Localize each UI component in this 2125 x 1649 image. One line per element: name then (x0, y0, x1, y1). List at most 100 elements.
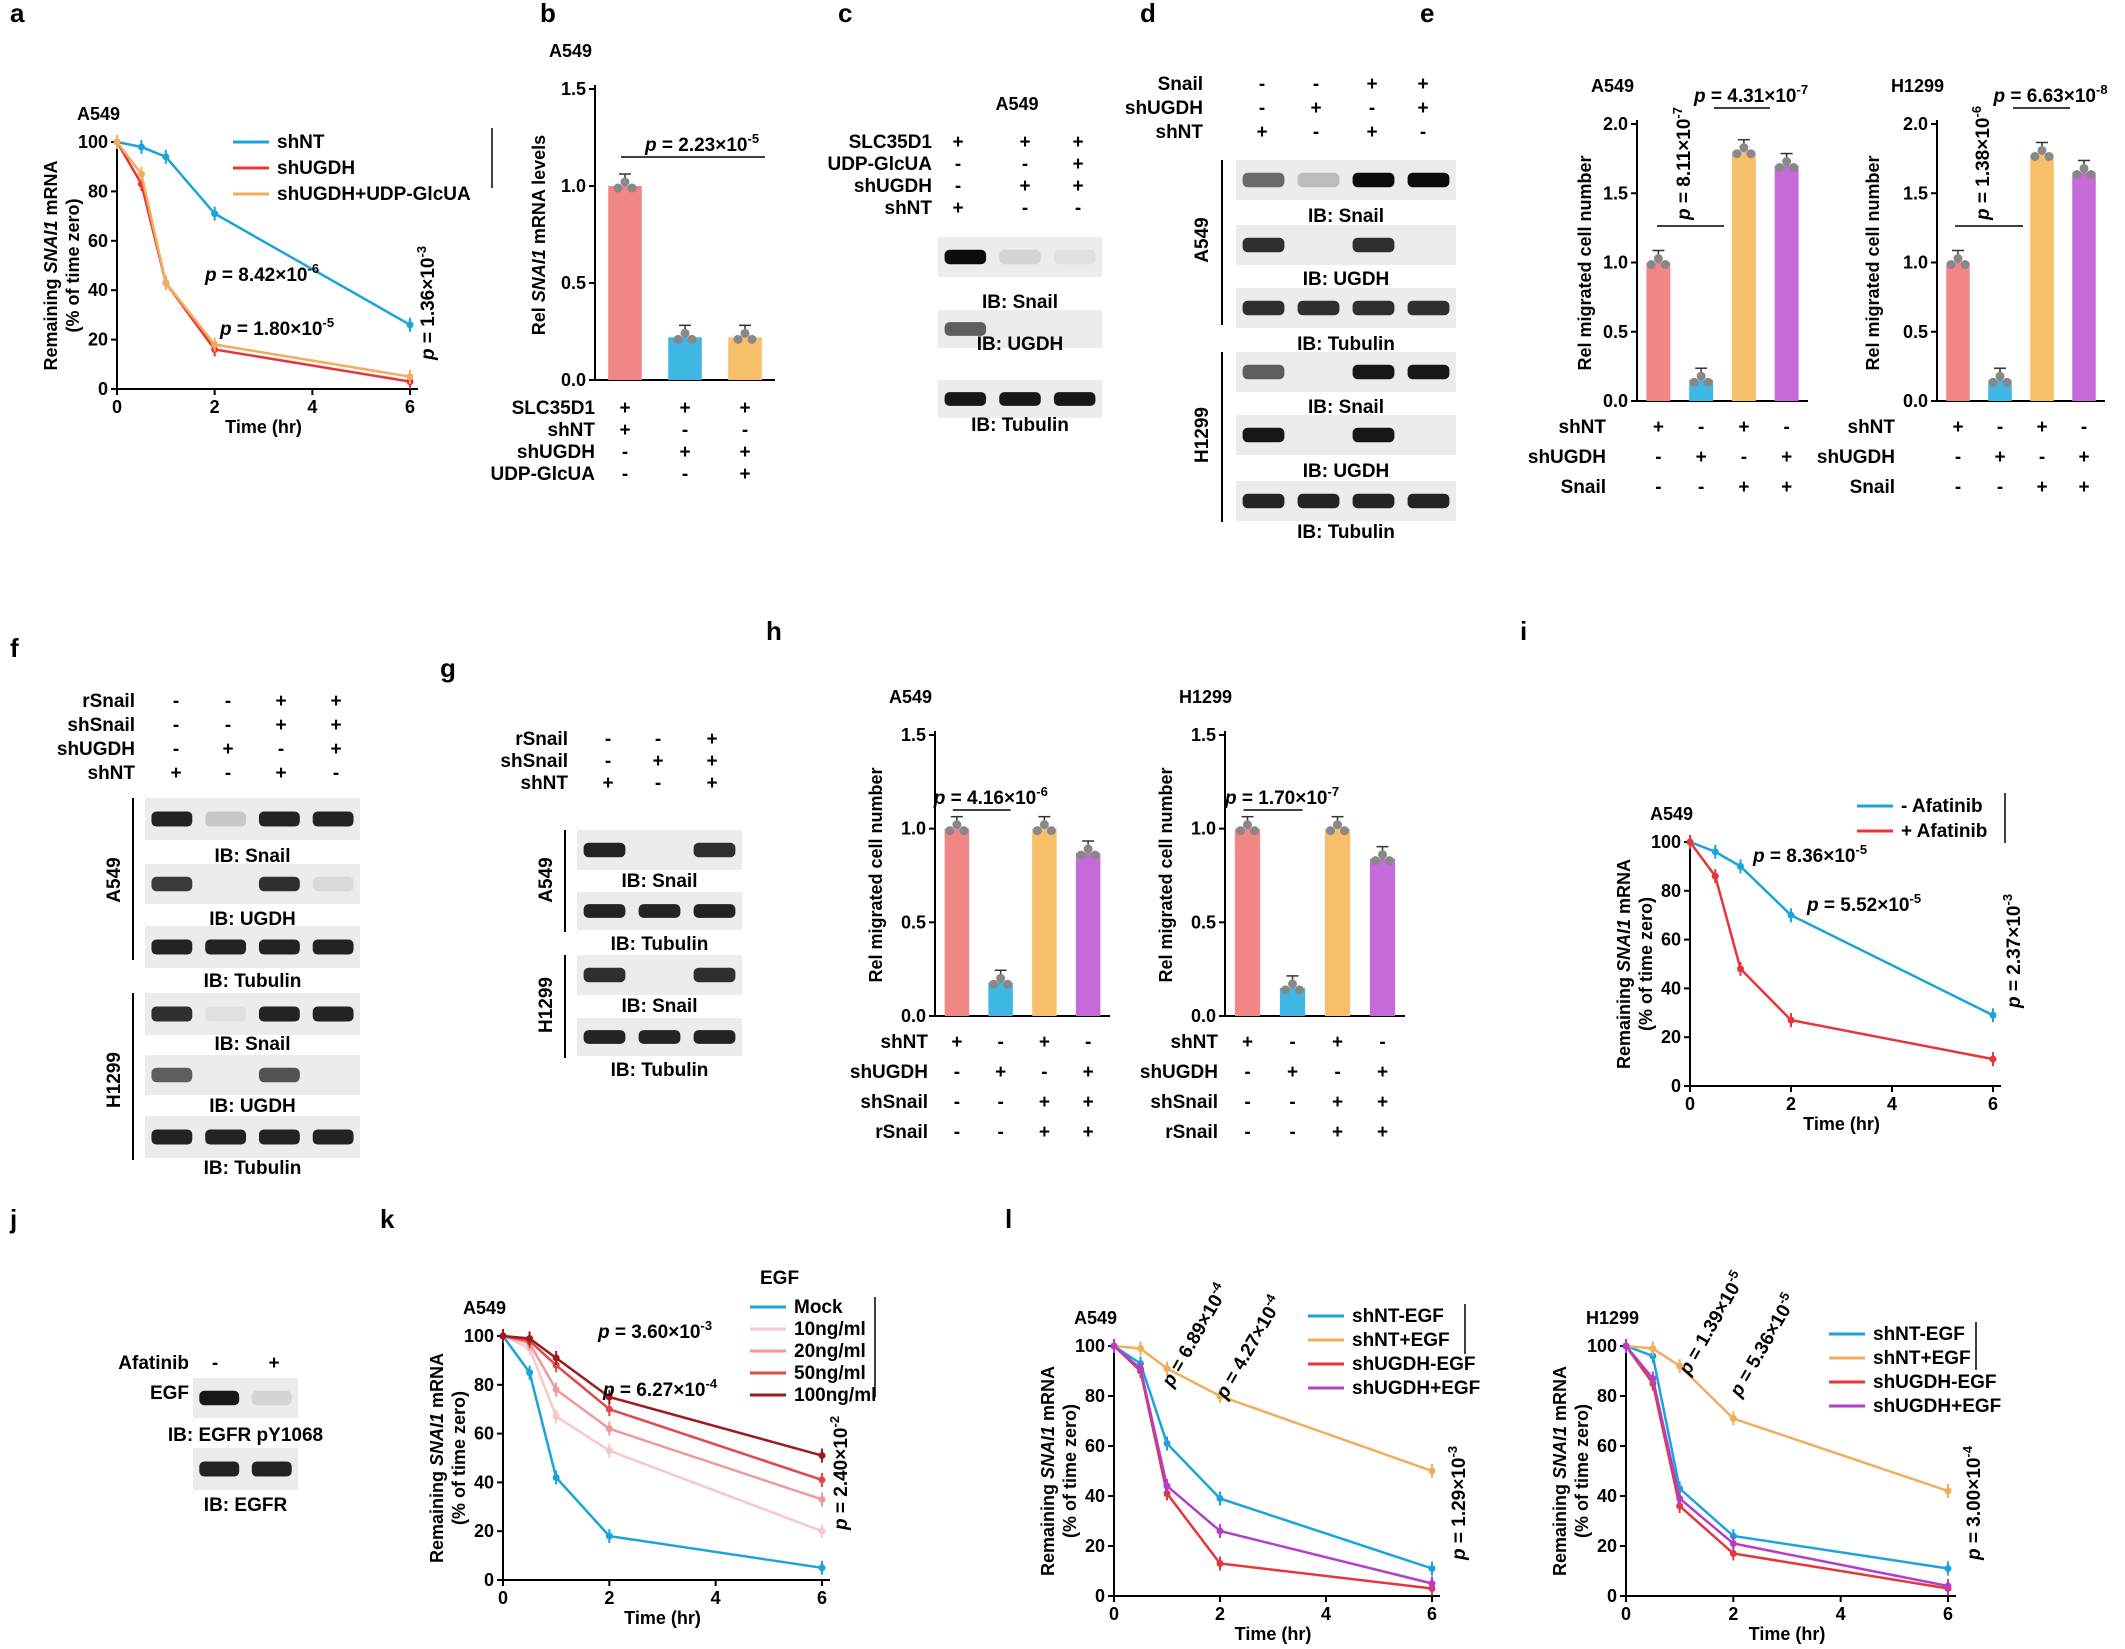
y-tick-label: 1.5 (1903, 183, 1928, 203)
y-tick-label: 80 (474, 1375, 494, 1395)
series-line (501, 1335, 823, 1570)
y-tick-label: 1.0 (561, 176, 586, 196)
blot-band (258, 876, 300, 892)
h2-cond-cell: - (1334, 1062, 1340, 1083)
c-cond-cell: + (952, 198, 963, 219)
x-tick-label: 4 (1887, 1094, 1897, 1114)
d-cond-cell: - (1259, 74, 1265, 95)
g-cond-cell: - (605, 751, 611, 772)
data-point (526, 1334, 534, 1342)
e1-cond-cell: - (1655, 477, 1661, 498)
j-cond-row-label: Afatinib (118, 1353, 189, 1374)
bar (944, 828, 970, 1016)
f-cond-cell: - (333, 763, 339, 784)
data-dot (1340, 826, 1349, 836)
blot-band (199, 1390, 240, 1406)
blot-band (583, 1030, 626, 1044)
legend-title: EGF (760, 1268, 799, 1289)
h2-cond-cell: - (1379, 1032, 1385, 1053)
h1-cond-cell: - (997, 1092, 1003, 1113)
y-tick-label: 0.5 (1903, 322, 1928, 342)
y-axis-label-unit: (% of time zero) (63, 198, 83, 332)
data-point (605, 1393, 613, 1401)
data-dot (1032, 826, 1042, 836)
panel-letter-e: e (1420, 0, 1434, 28)
p-value-k-2: p = 6.27×10-4 (602, 1376, 718, 1401)
bar (728, 337, 762, 380)
panel-letter-g: g (440, 653, 456, 683)
h1-cond-cell: - (1041, 1062, 1047, 1083)
panel-letter-i: i (1520, 616, 1527, 646)
e1-cond-cell: - (1655, 447, 1661, 468)
y-tick-label: 1.5 (1603, 183, 1628, 203)
data-point (1989, 1055, 1997, 1063)
data-point (552, 1413, 560, 1421)
data-point (1216, 1392, 1224, 1400)
data-dot (2079, 163, 2089, 173)
data-dot (2044, 151, 2054, 161)
legend-entry: Mock (794, 1297, 843, 1318)
d-cond-cell: + (1417, 74, 1428, 95)
b-cond-cell: - (742, 420, 748, 441)
blot-band (205, 939, 247, 955)
data-point (1686, 838, 1694, 846)
h2-cond-cell: + (1377, 1092, 1388, 1113)
blot-band (1242, 172, 1285, 188)
data-point (1989, 1011, 1997, 1019)
h1-cond-row-label: shNT (881, 1032, 929, 1053)
blot-band (999, 249, 1041, 265)
y-tick-label: 40 (1661, 978, 1681, 998)
e2-cond-cell: - (2039, 447, 2045, 468)
x-tick-label: 2 (604, 1588, 614, 1608)
f-cond-cell: + (275, 763, 286, 784)
blot-label: IB: Tubulin (1297, 334, 1395, 355)
data-dot (1953, 254, 1963, 263)
blot-band (1297, 493, 1340, 509)
data-point (605, 1532, 613, 1540)
blot-band (151, 876, 193, 892)
blot-label: IB: Tubulin (1297, 522, 1395, 543)
panel-letter-d: d (1140, 0, 1156, 28)
f-cond-cell: - (173, 739, 179, 760)
blot-label: IB: UGDH (1303, 269, 1390, 290)
y-tick-label: 1.0 (901, 819, 926, 839)
data-point (1711, 848, 1719, 856)
data-dot (1326, 826, 1335, 836)
data-dot (1039, 820, 1049, 830)
legend-entry: shNT-EGF (1352, 1306, 1444, 1327)
data-point (1729, 1532, 1737, 1540)
y-tick-label: 20 (1661, 1027, 1681, 1047)
blot-band (258, 939, 300, 955)
c-cond-row-label: shUGDH (854, 176, 932, 197)
y-tick-label: 0.0 (901, 1006, 926, 1026)
data-dot (996, 973, 1006, 983)
cell-line-label: H1299 (1192, 407, 1213, 463)
data-point (162, 279, 170, 287)
panel-letter-c: c (838, 0, 852, 28)
b-cond-cell: - (622, 464, 628, 485)
blot-band (1242, 427, 1285, 443)
legend-entry: shNT (277, 132, 325, 153)
blot-band (1352, 493, 1395, 509)
blot-band (638, 904, 681, 918)
y-tick-label: 1.5 (561, 79, 586, 99)
data-point (1729, 1550, 1737, 1557)
h2-cond-cell: + (1377, 1122, 1388, 1143)
blot-band (312, 939, 354, 955)
b-cond-cell: + (619, 398, 630, 419)
series-line (502, 1334, 823, 1533)
d-cond-cell: + (1366, 74, 1377, 95)
e2-cond-cell: - (2081, 417, 2087, 438)
chart-title: A549 (463, 1298, 506, 1318)
data-point (1163, 1365, 1171, 1372)
data-point (406, 321, 414, 329)
data-dot (1746, 149, 1756, 159)
data-dot (2002, 377, 2012, 387)
blot-band (1242, 493, 1285, 509)
j-cond-cell: + (268, 1353, 279, 1374)
f-cond-row-label: shSnail (67, 715, 135, 736)
data-dot (1775, 163, 1785, 173)
data-point (1622, 1342, 1630, 1350)
blot-band (199, 1461, 240, 1477)
